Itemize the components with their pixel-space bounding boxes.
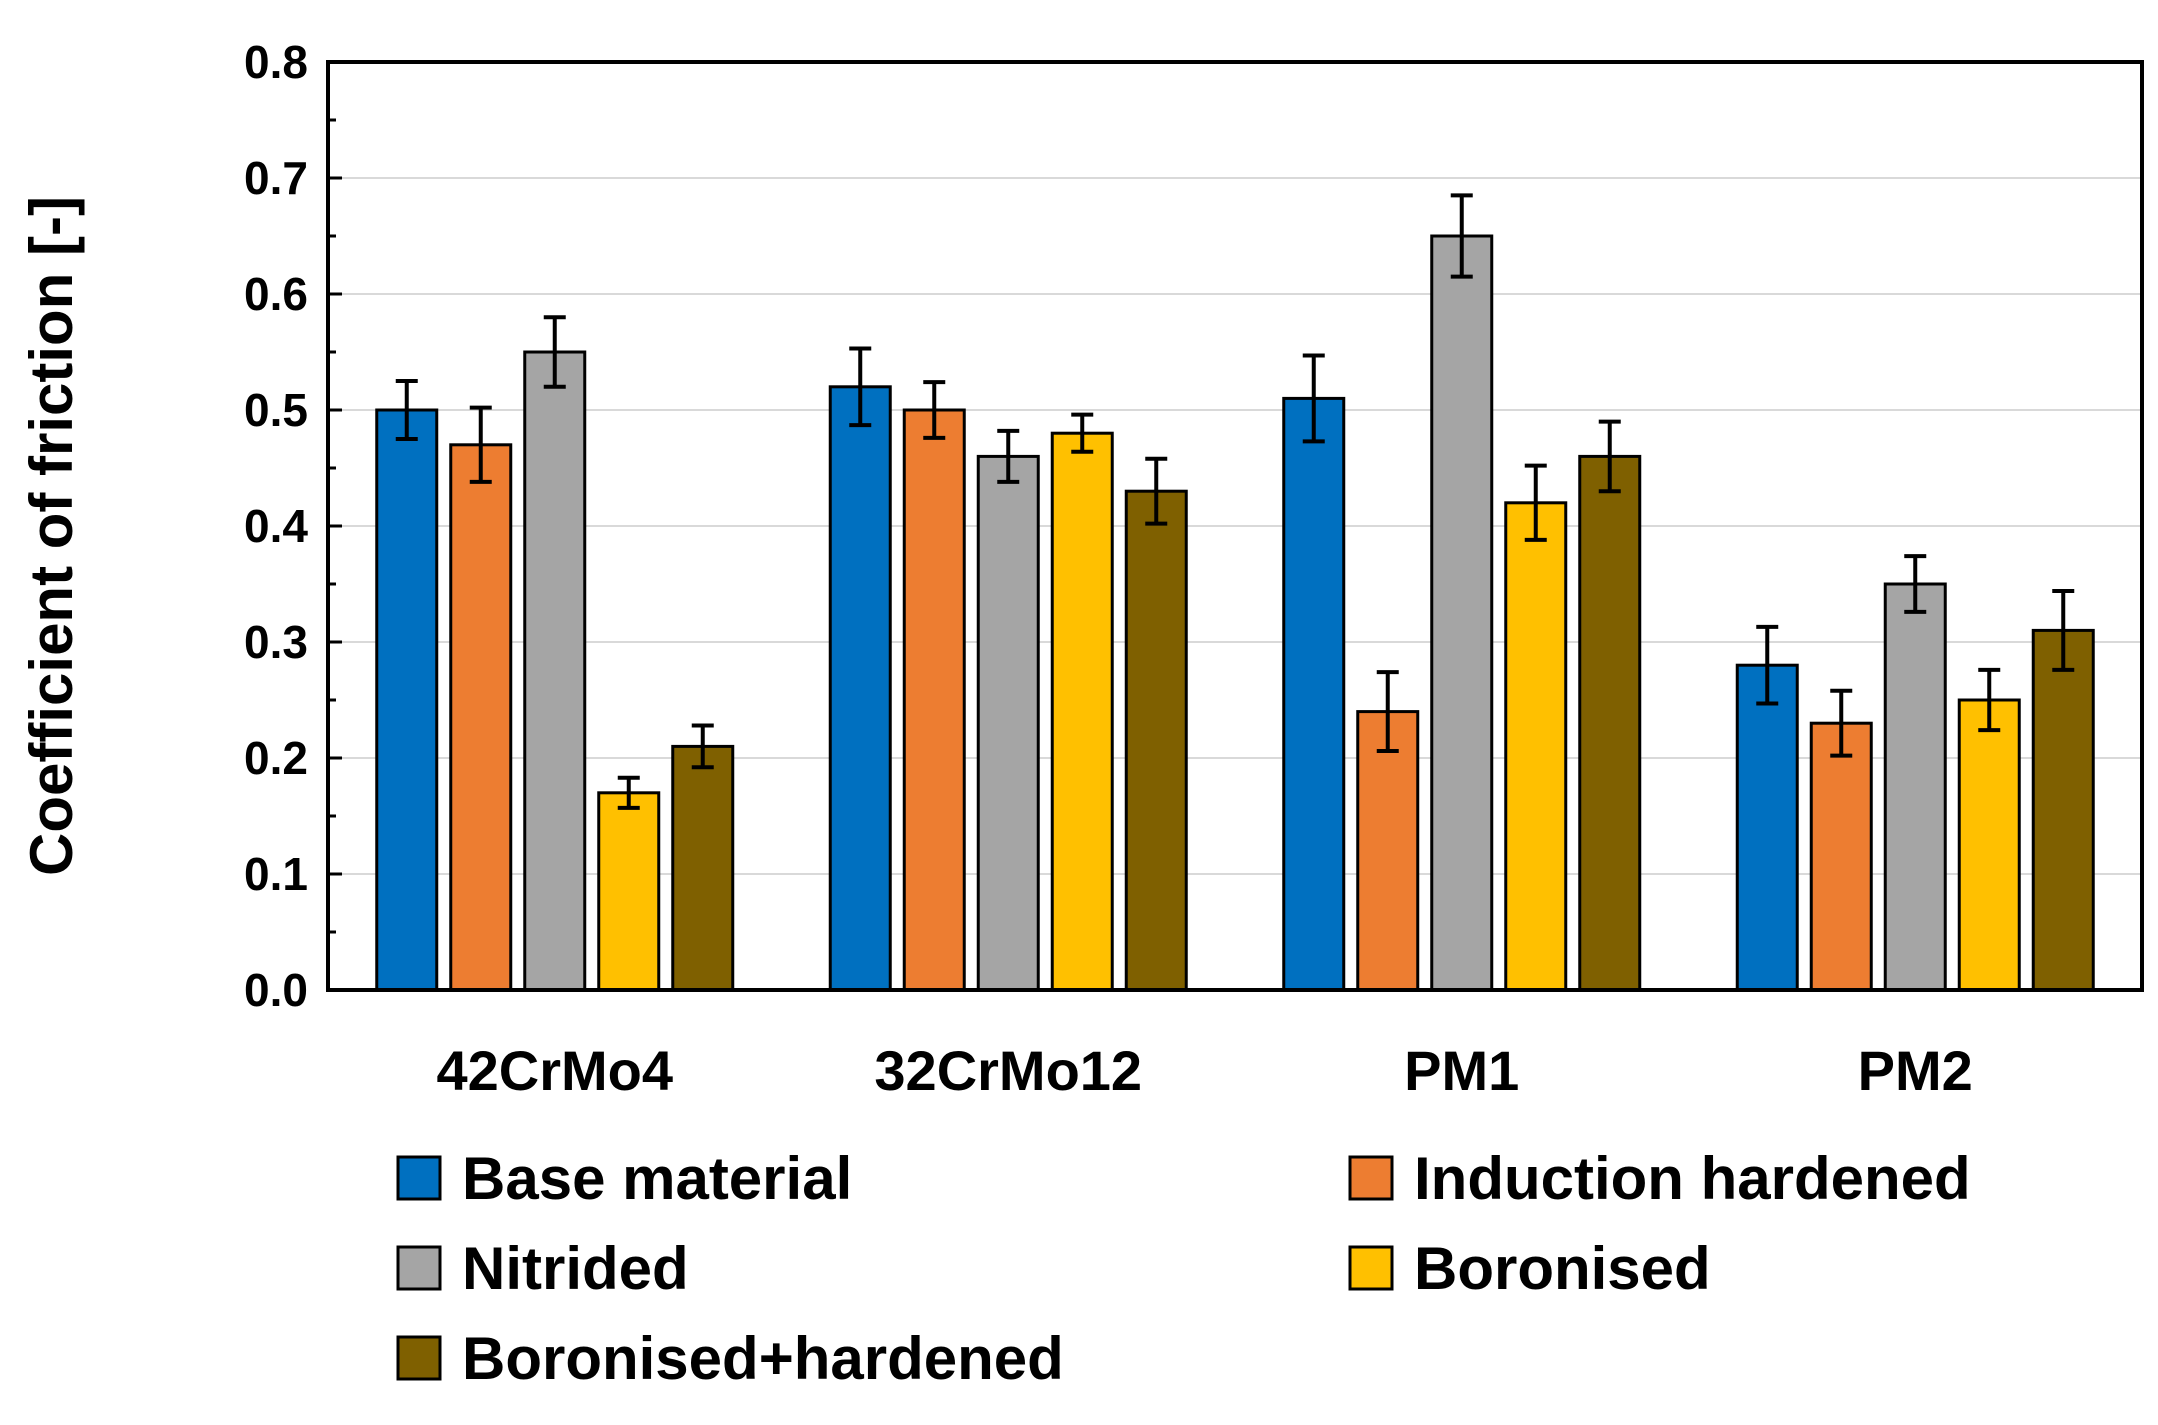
- error-bar: [1376, 670, 1399, 754]
- bar-32CrMo12-boronised-hardened: [1124, 489, 1188, 992]
- bar-42CrMo4-boronised-hardened: [671, 744, 735, 992]
- legend-swatch: [1348, 1155, 1394, 1201]
- y-tick-label: 0.1: [244, 848, 308, 900]
- error-bar: [469, 405, 492, 484]
- y-tick-label: 0.2: [244, 732, 308, 784]
- error-bar: [1904, 554, 1927, 614]
- bar-PM2-boronised-hardened: [2031, 628, 2095, 992]
- legend-label: Base material: [462, 1145, 852, 1212]
- bar-32CrMo12-induction-hardened: [902, 408, 966, 992]
- legend-label: Boronised: [1414, 1235, 1711, 1302]
- x-category-label: PM2: [1858, 1039, 1973, 1102]
- y-tick-label: 0.6: [244, 268, 308, 320]
- error-bar: [1071, 412, 1094, 454]
- legend-swatch: [396, 1155, 442, 1201]
- error-bar: [1598, 419, 1621, 494]
- axis-ticks: [328, 60, 342, 992]
- bar-42CrMo4-boronised: [597, 791, 661, 992]
- y-tick-label: 0.0: [244, 964, 308, 1016]
- bar-PM1-boronised-hardened: [1578, 454, 1642, 992]
- error-bar: [923, 380, 946, 440]
- legend-swatch: [1348, 1245, 1394, 1291]
- error-bar: [1450, 193, 1473, 279]
- x-category-label: 32CrMo12: [874, 1039, 1142, 1102]
- legend-swatch: [396, 1335, 442, 1381]
- y-tick-label: 0.4: [244, 500, 308, 552]
- error-bar: [849, 346, 872, 428]
- bar-42CrMo4-nitrided: [523, 350, 587, 992]
- bar-32CrMo12-nitrided: [976, 454, 1040, 992]
- error-bar: [1756, 624, 1779, 706]
- bar-32CrMo12-boronised: [1050, 431, 1114, 992]
- bar-PM1-induction-hardened: [1356, 710, 1420, 992]
- legend-item: Boronised+hardened: [396, 1325, 1064, 1392]
- error-bar: [1830, 688, 1853, 758]
- error-bar: [543, 315, 566, 389]
- error-bars: [395, 193, 2075, 810]
- legend-label: Boronised+hardened: [462, 1325, 1064, 1392]
- legend-label: Nitrided: [462, 1235, 689, 1302]
- legend-swatch: [396, 1245, 442, 1291]
- bar-PM1-boronised: [1504, 501, 1568, 992]
- y-tick-labels: 0.0 0.1 0.2 0.3 0.4 0.5 0.6 0.7 0.8: [244, 36, 308, 1016]
- legend-item: Nitrided: [396, 1235, 689, 1302]
- legend: Base material Induction hardened Nitrided B…: [396, 1145, 1971, 1392]
- error-bar: [1978, 667, 2001, 733]
- bar-32CrMo12-base-material: [828, 385, 892, 992]
- error-bar: [1145, 456, 1168, 526]
- x-category-label: 42CrMo4: [436, 1039, 673, 1102]
- bars: [375, 234, 2095, 992]
- y-tick-label: 0.5: [244, 384, 308, 436]
- y-tick-label: 0.8: [244, 36, 308, 88]
- y-tick-label: 0.3: [244, 616, 308, 668]
- legend-item: Boronised: [1348, 1235, 1711, 1302]
- error-bar: [2052, 588, 2075, 672]
- x-category-label: PM1: [1404, 1039, 1519, 1102]
- bar-PM2-base-material: [1735, 663, 1799, 992]
- error-bar: [395, 379, 418, 441]
- bar-PM2-induction-hardened: [1809, 721, 1873, 992]
- bar-42CrMo4-induction-hardened: [449, 443, 513, 992]
- legend-label: Induction hardened: [1414, 1145, 1971, 1212]
- gridlines: [328, 177, 2142, 875]
- y-axis-label: Coefficient of friction [-]: [18, 196, 85, 876]
- legend-item: Base material: [396, 1145, 852, 1212]
- y-tick-label: 0.7: [244, 152, 308, 204]
- x-category-labels: 42CrMo4 32CrMo12 PM1 PM2: [436, 1039, 1972, 1102]
- bar-PM1-base-material: [1282, 396, 1346, 992]
- legend-item: Induction hardened: [1348, 1145, 1971, 1212]
- error-bar: [1302, 353, 1325, 444]
- bar-PM2-boronised: [1957, 698, 2021, 992]
- error-bar: [997, 428, 1020, 484]
- bar-PM1-nitrided: [1430, 234, 1494, 992]
- error-bar: [1524, 463, 1547, 542]
- bar-PM2-nitrided: [1883, 582, 1947, 992]
- error-bar: [617, 775, 640, 810]
- error-bar: [691, 723, 714, 770]
- bar-42CrMo4-base-material: [375, 408, 439, 992]
